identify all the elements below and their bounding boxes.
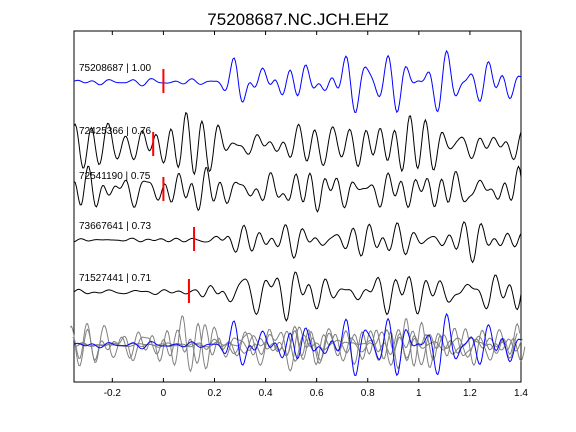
stack-template-line <box>73 312 522 377</box>
x-tick-label: 0.4 <box>259 388 273 399</box>
trace-label: 72541190 | 0.75 <box>79 171 151 182</box>
chart-title: 75208687.NC.JCH.EHZ <box>207 10 388 29</box>
trace-label-group: 75208687 | 1.00 72425366 | 0.76 72541190 |… <box>79 63 152 284</box>
pick-marker-group <box>152 69 196 303</box>
trace-label: 73667641 | 0.73 <box>79 221 152 232</box>
trace-group <box>73 49 522 322</box>
stack-trace-line <box>77 326 526 372</box>
stack-trace-line <box>72 322 521 366</box>
overlay-stack <box>69 312 526 377</box>
x-tick-label: -0.2 <box>104 388 122 399</box>
x-tick-label: 0 <box>161 388 167 399</box>
x-tick-label: 0.8 <box>361 388 375 399</box>
trace-label: 71527441 | 0.71 <box>79 273 152 284</box>
trace-label: 75208687 | 1.00 <box>79 63 152 74</box>
trace-line <box>73 111 522 176</box>
x-tick-label: 0.6 <box>310 388 324 399</box>
x-tick-label: 0.2 <box>208 388 222 399</box>
trace-line <box>73 165 522 213</box>
trace-line <box>73 221 522 264</box>
trace-line <box>73 271 522 322</box>
x-tick-label: 1.2 <box>463 388 477 399</box>
x-tick-label: 1.4 <box>514 388 528 399</box>
x-axis: -0.2 0 0.2 0.4 0.6 0.8 1 1.2 1.4 <box>104 31 528 399</box>
plot-frame <box>73 30 522 383</box>
trace-label: 72425366 | 0.76 <box>79 126 152 137</box>
x-tick-label: 1 <box>416 388 422 399</box>
trace-line <box>73 49 522 114</box>
